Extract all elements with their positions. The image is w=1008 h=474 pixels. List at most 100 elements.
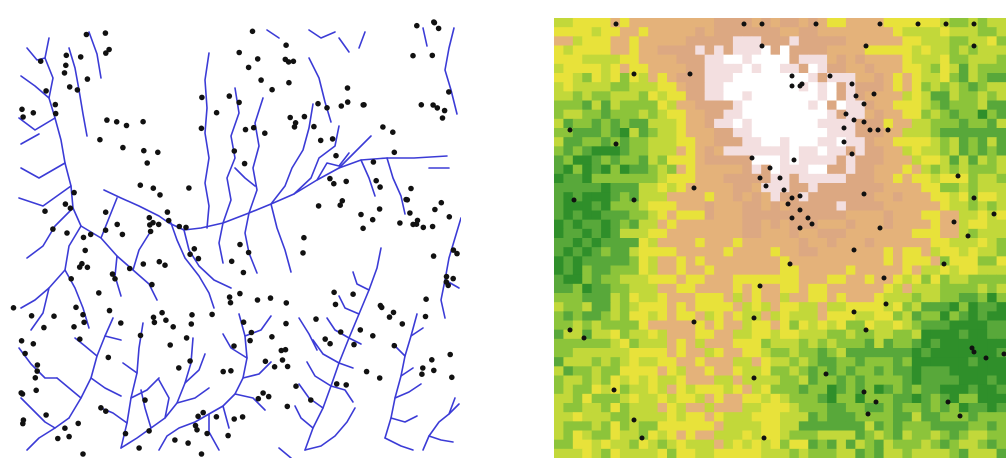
raster-cell [601, 36, 611, 46]
raster-cell [798, 192, 809, 202]
raster-cell [977, 357, 988, 367]
raster-cell [845, 192, 856, 202]
location-point [286, 79, 292, 86]
raster-cell [845, 384, 856, 395]
location-point [254, 56, 261, 62]
raster-cell [996, 54, 1006, 65]
location-point [176, 223, 183, 230]
location-point [34, 368, 40, 374]
raster-cell [817, 366, 828, 376]
raster-cell [911, 45, 922, 56]
location-point [358, 211, 364, 218]
location-point [749, 155, 755, 161]
raster-cell [874, 173, 884, 184]
raster-cell [563, 302, 574, 312]
location-point [360, 102, 367, 108]
raster-cell [667, 219, 677, 230]
raster-cell [732, 238, 743, 248]
raster-cell [855, 192, 866, 202]
raster-cell [619, 36, 630, 46]
raster-cell [648, 412, 658, 422]
raster-cell [977, 311, 988, 321]
raster-cell [601, 384, 611, 395]
raster-cell [949, 357, 960, 367]
raster-cell [695, 228, 706, 239]
raster-cell [977, 293, 988, 303]
raster-cell [695, 118, 706, 129]
raster-cell [808, 164, 819, 175]
raster-cell [601, 329, 611, 340]
raster-cell [657, 73, 668, 83]
raster-cell [742, 430, 753, 441]
raster-cell [855, 283, 866, 294]
raster-cell [864, 302, 875, 312]
raster-cell [742, 128, 753, 138]
raster-cell [591, 311, 602, 321]
raster-cell [582, 173, 593, 184]
raster-cell [629, 36, 640, 46]
raster-cell [808, 338, 819, 349]
raster-cell [987, 430, 997, 441]
raster-cell [921, 82, 932, 92]
raster-cell [582, 384, 593, 395]
location-point [322, 336, 329, 342]
raster-cell [940, 247, 950, 257]
raster-cell [601, 164, 611, 175]
raster-cell [958, 155, 969, 166]
raster-cell [780, 366, 790, 376]
raster-cell [629, 45, 640, 56]
raster-cell [648, 375, 658, 386]
raster-cell [817, 210, 828, 221]
raster-cell [827, 192, 837, 202]
raster-cell [845, 219, 856, 230]
raster-cell [921, 91, 932, 101]
raster-cell [591, 27, 602, 37]
raster-cell [657, 155, 668, 166]
raster-cell [732, 73, 743, 83]
raster-cell [874, 210, 884, 221]
raster-cell [676, 173, 687, 184]
raster-cell [619, 375, 630, 386]
raster-cell [629, 128, 640, 138]
location-point [284, 363, 291, 370]
raster-cell [893, 320, 903, 331]
raster-cell [685, 183, 696, 193]
raster-cell [977, 393, 988, 404]
raster-cell [770, 393, 781, 404]
raster-cell [864, 91, 875, 101]
raster-cell [996, 329, 1006, 340]
raster-cell [685, 210, 696, 221]
raster-cell [657, 348, 668, 358]
raster-cell [704, 265, 715, 276]
raster-cell [798, 36, 809, 46]
location-point [209, 311, 215, 318]
stream-segment [400, 367, 414, 377]
raster-cell [648, 293, 658, 303]
raster-cell [714, 384, 724, 395]
raster-cell [996, 109, 1006, 120]
raster-cell [704, 384, 715, 395]
raster-cell [629, 302, 640, 312]
raster-cell [572, 238, 583, 248]
raster-cell [601, 448, 611, 458]
location-point [34, 362, 41, 368]
raster-cell [619, 357, 630, 367]
raster-cell [610, 329, 621, 340]
raster-cell [789, 228, 800, 239]
raster-cell [911, 63, 922, 74]
location-point [225, 432, 231, 439]
raster-cell [648, 73, 658, 83]
raster-cell [619, 219, 630, 230]
raster-cell [987, 164, 997, 175]
raster-cell [911, 439, 922, 450]
raster-cell [780, 63, 790, 74]
location-point [104, 117, 110, 123]
raster-cell [657, 164, 668, 175]
raster-cell [836, 228, 847, 239]
raster-cell [968, 393, 979, 404]
raster-cell [732, 302, 743, 312]
raster-cell [554, 421, 564, 431]
raster-cell [864, 173, 875, 184]
location-point [287, 114, 294, 121]
raster-cell [798, 421, 809, 431]
